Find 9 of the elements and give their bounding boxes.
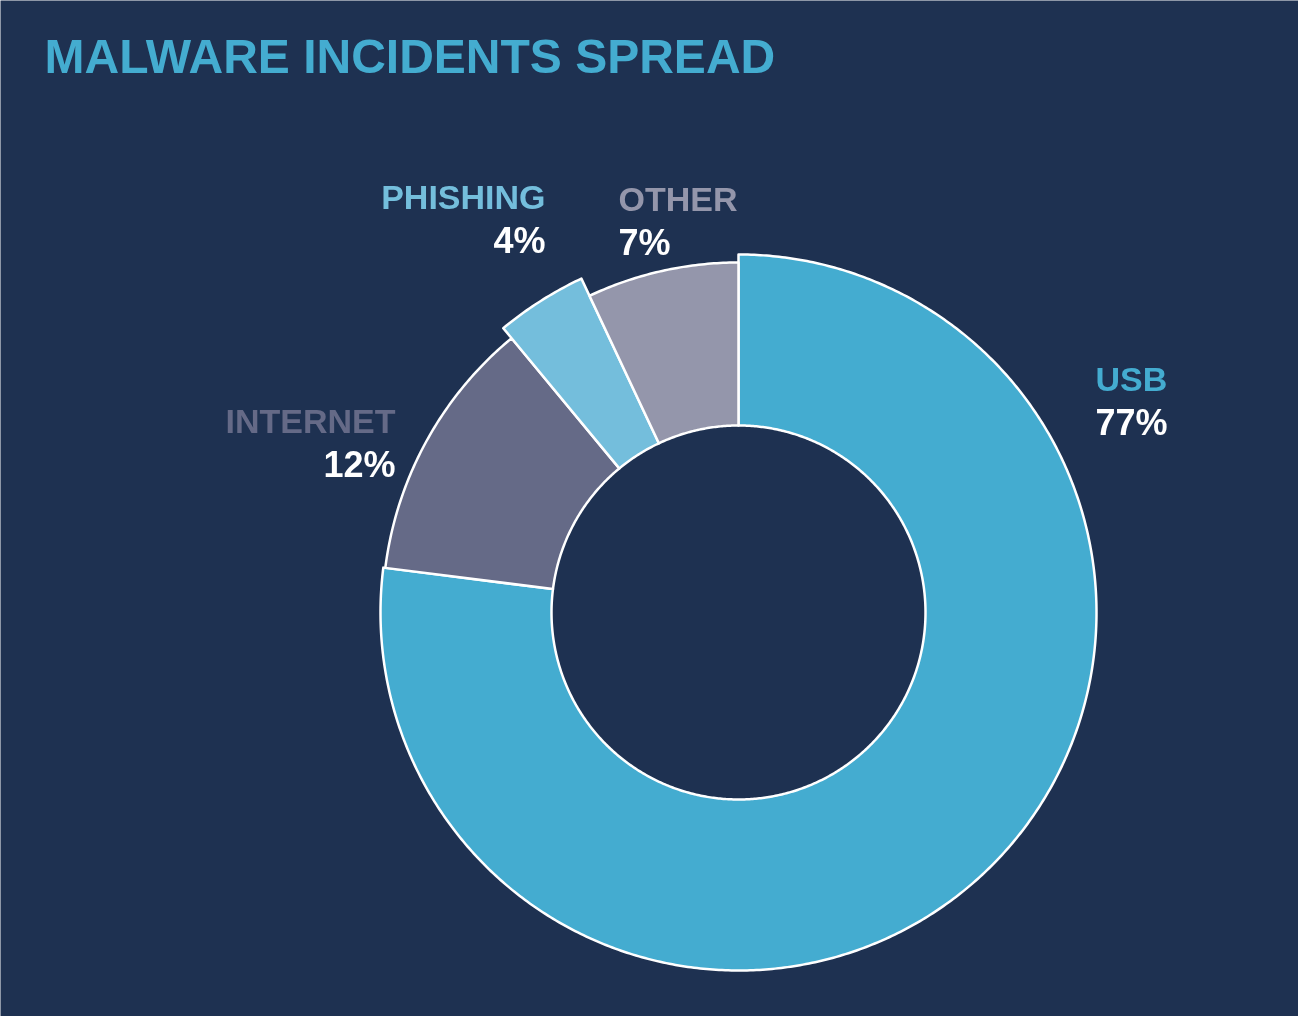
data-label: 77% — [1095, 402, 1168, 443]
slice-label: USB — [1095, 359, 1168, 398]
data-label: 7% — [618, 222, 671, 263]
slice-label: OTHER — [618, 179, 738, 218]
slice-label: INTERNET — [225, 401, 396, 440]
data-label: 4% — [493, 220, 546, 261]
slice-label: PHISHING — [381, 177, 546, 216]
chart-title: MALWARE INCIDENTS SPREAD — [44, 30, 776, 83]
data-label: 12% — [323, 444, 396, 485]
